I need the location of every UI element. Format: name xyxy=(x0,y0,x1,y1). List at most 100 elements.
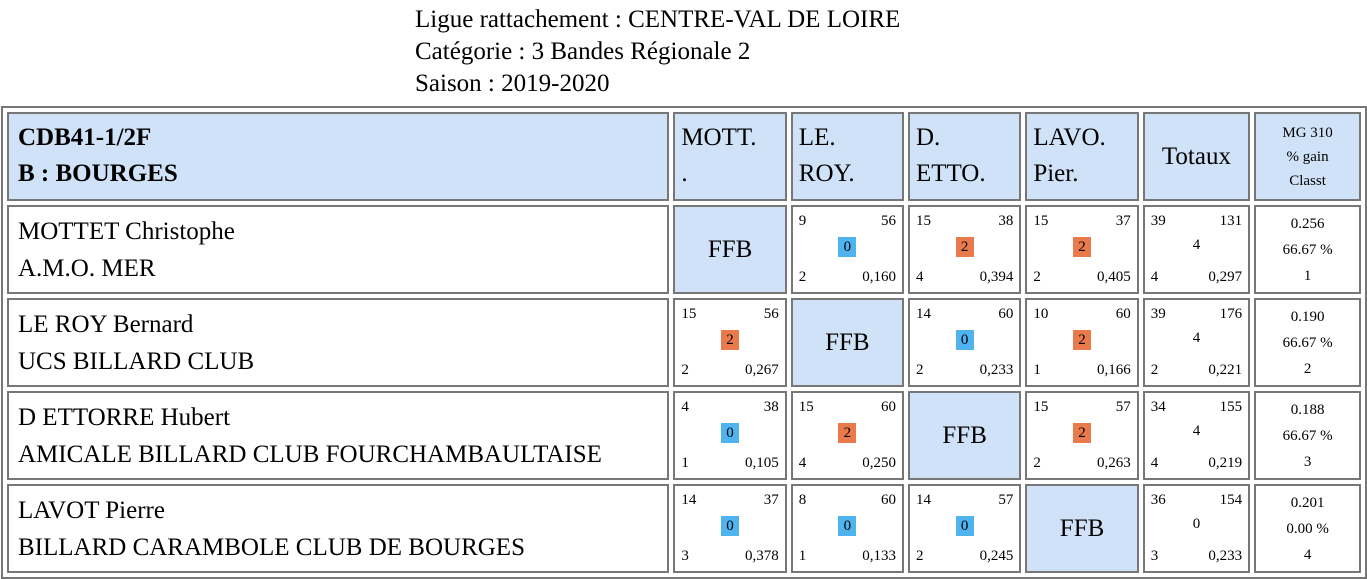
ffb-cell: FFB xyxy=(673,205,787,294)
ffb-cell: FFB xyxy=(907,391,1022,480)
match-points: 38 xyxy=(998,213,1014,229)
match-cell: 10 60 2 1 0,166 xyxy=(1025,298,1139,387)
match-points: 38 xyxy=(763,399,779,415)
totals-cell: 39 176 4 2 0,221 xyxy=(1142,298,1251,387)
stat-gain: 66.67 % xyxy=(1282,427,1333,444)
match-manches: 1 xyxy=(1033,362,1041,378)
match-serie: 14 xyxy=(681,492,697,508)
col-header-line2: Pier. xyxy=(1033,160,1079,187)
stat-mg: 0.201 xyxy=(1290,494,1325,511)
stats-cell: 0.188 66.67 % 3 xyxy=(1254,391,1361,480)
total-points: 155 xyxy=(1219,399,1243,415)
match-cell: 9 56 0 2 0,160 xyxy=(790,205,904,294)
total-manches: 4 xyxy=(1150,269,1159,285)
match-result-badge: 2 xyxy=(1073,237,1092,257)
col-header-line1: LAVO. xyxy=(1033,124,1106,151)
totals-cell: 39 131 4 4 0,297 xyxy=(1142,205,1251,294)
total-manches: 3 xyxy=(1150,548,1159,564)
col-header-line2: ROY. xyxy=(798,160,855,187)
total-result: 4 xyxy=(1192,237,1201,253)
table-row: MOTTET Christophe A.M.O. MER FFB 9 56 0 2 0,160… xyxy=(7,205,1361,294)
ffb-cell: FFB xyxy=(1025,484,1139,573)
match-manches: 1 xyxy=(681,455,689,471)
player-cell: LAVOT Pierre BILLARD CARAMBOLE CLUB DE BO… xyxy=(7,484,670,573)
stat-mg: 0.188 xyxy=(1290,401,1325,418)
total-average: 0,221 xyxy=(1208,362,1243,378)
match-points: 37 xyxy=(1115,213,1131,229)
col-header-line2: ETTO. xyxy=(915,160,986,187)
match-result-badge: 0 xyxy=(838,237,857,257)
ffb-cell: FFB xyxy=(790,298,904,387)
stat-mg: 0.190 xyxy=(1290,308,1325,325)
stats-header-gain: % gain xyxy=(1286,148,1329,165)
col-header-0: MOTT. . xyxy=(673,112,787,201)
total-serie: 39 xyxy=(1150,306,1166,322)
total-points: 176 xyxy=(1219,306,1243,322)
stat-gain: 66.67 % xyxy=(1282,241,1333,258)
player-cell: MOTTET Christophe A.M.O. MER xyxy=(7,205,670,294)
stat-classt: 3 xyxy=(1303,453,1312,470)
match-average: 0,394 xyxy=(979,269,1014,285)
match-result-badge: 0 xyxy=(955,516,974,536)
match-average: 0,233 xyxy=(979,362,1014,378)
match-serie: 15 xyxy=(915,213,931,229)
saison-line: Saison : 2019-2020 xyxy=(415,70,610,97)
categorie-line: Catégorie : 3 Bandes Régionale 2 xyxy=(415,38,751,65)
match-manches: 4 xyxy=(798,455,807,471)
match-points: 56 xyxy=(763,306,779,322)
match-average: 0,133 xyxy=(862,548,896,564)
match-manches: 4 xyxy=(915,269,924,285)
total-manches: 2 xyxy=(1150,362,1159,378)
match-points: 37 xyxy=(763,492,779,508)
stat-mg: 0.256 xyxy=(1290,215,1325,232)
match-cell: 15 57 2 2 0,263 xyxy=(1025,391,1139,480)
match-points: 60 xyxy=(998,306,1014,322)
match-manches: 2 xyxy=(1033,455,1041,471)
match-result-badge: 0 xyxy=(721,423,740,443)
match-serie: 15 xyxy=(798,399,814,415)
match-manches: 2 xyxy=(915,362,924,378)
match-average: 0,160 xyxy=(862,269,896,285)
match-points: 60 xyxy=(1115,306,1131,322)
total-manches: 4 xyxy=(1150,455,1159,471)
table-row: LE ROY Bernard UCS BILLARD CLUB 15 56 2 2 0,26… xyxy=(7,298,1361,387)
total-result: 0 xyxy=(1192,516,1201,532)
total-average: 0,297 xyxy=(1208,269,1243,285)
match-manches: 2 xyxy=(1033,269,1041,285)
total-points: 131 xyxy=(1219,213,1243,229)
match-points: 60 xyxy=(880,399,896,415)
match-average: 0,263 xyxy=(1097,455,1131,471)
match-cell: 8 60 0 1 0,133 xyxy=(790,484,904,573)
col-header-line1: MOTT. xyxy=(681,124,757,151)
col-header-3: LAVO. Pier. xyxy=(1025,112,1139,201)
match-average: 0,166 xyxy=(1097,362,1131,378)
results-table: CDB41-1/2F B : BOURGES MOTT. . LE. ROY. … xyxy=(1,106,1367,579)
table-row: D ETTORRE Hubert AMICALE BILLARD CLUB FOU… xyxy=(7,391,1361,480)
group-code: CDB41-1/2F xyxy=(18,124,152,151)
match-points: 56 xyxy=(880,213,896,229)
player-name: MOTTET Christophe xyxy=(18,218,235,245)
match-manches: 2 xyxy=(915,548,924,564)
col-header-line2: . xyxy=(681,160,688,187)
total-average: 0,233 xyxy=(1208,548,1243,564)
match-average: 0,405 xyxy=(1097,269,1131,285)
table-row: LAVOT Pierre BILLARD CARAMBOLE CLUB DE BO… xyxy=(7,484,1361,573)
match-cell: 14 60 0 2 0,233 xyxy=(907,298,1022,387)
player-club: BILLARD CARAMBOLE CLUB DE BOURGES xyxy=(18,534,525,561)
player-name: D ETTORRE Hubert xyxy=(18,404,231,431)
match-result-badge: 2 xyxy=(1073,330,1092,350)
stats-cell: 0.256 66.67 % 1 xyxy=(1254,205,1361,294)
match-points: 57 xyxy=(998,492,1014,508)
match-cell: 15 56 2 2 0,267 xyxy=(673,298,787,387)
match-average: 0,267 xyxy=(745,362,779,378)
stats-header-mg: MG 310 xyxy=(1282,124,1333,141)
match-serie: 14 xyxy=(915,492,931,508)
match-average: 0,105 xyxy=(745,455,779,471)
match-result-badge: 2 xyxy=(955,237,974,257)
totaux-header: Totaux xyxy=(1142,112,1251,201)
match-serie: 10 xyxy=(1033,306,1049,322)
stat-classt: 2 xyxy=(1303,360,1312,377)
match-serie: 15 xyxy=(681,306,697,322)
match-result-badge: 2 xyxy=(838,423,857,443)
match-result-badge: 2 xyxy=(721,330,740,350)
